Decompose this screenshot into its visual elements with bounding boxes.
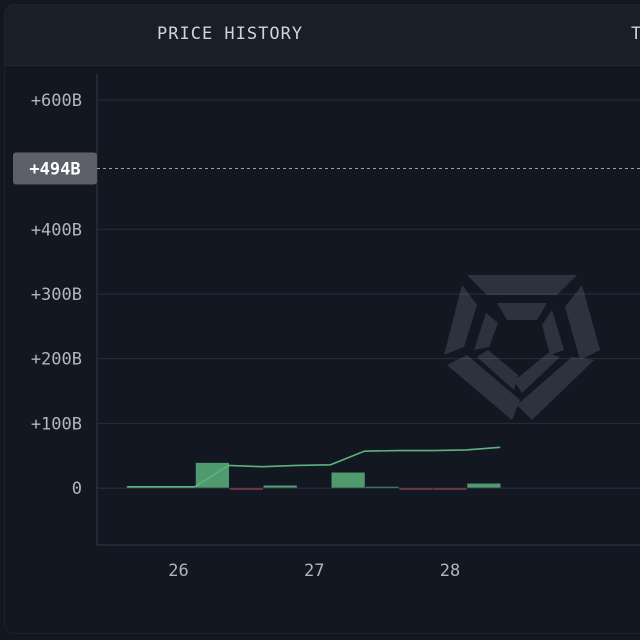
y-tick-label-3: +200B (31, 350, 82, 370)
volume-bars (127, 462, 501, 490)
axes (96, 74, 640, 546)
tab-bar: PRICE HISTORY T (5, 5, 640, 66)
y-tick-label-4: +100B (31, 414, 82, 434)
volume-bar-7[interactable] (399, 488, 433, 490)
tab-partial[interactable]: T (631, 5, 640, 65)
x-tick-label-0: 26 (168, 561, 188, 581)
y-tick-label-2: +300B (31, 285, 82, 305)
crosshair: +494B (13, 152, 640, 185)
price-line-path[interactable] (126, 446, 501, 488)
y-tick-label-5: 0 (72, 479, 82, 499)
y-tick-label-0: +600B (31, 91, 82, 111)
x-axis-ticks: 26 27 28 (168, 561, 460, 581)
crosshair-label-bg (13, 152, 97, 185)
x-tick-label-1: 27 (304, 561, 324, 581)
tab-price-history[interactable]: PRICE HISTORY (157, 24, 304, 44)
logo-watermark (444, 275, 600, 420)
x-tick-label-2: 28 (440, 561, 460, 581)
crosshair-label: +494B (29, 159, 80, 179)
y-tick-label-1: +400B (31, 220, 82, 240)
price-line (126, 446, 501, 488)
app-window: PRICE HISTORY T (4, 4, 640, 634)
volume-bar-5[interactable] (331, 472, 365, 489)
y-axis-ticks: +600B +400B +300B +200B +100B 0 (31, 91, 82, 499)
volume-bar-8[interactable] (433, 488, 467, 490)
volume-bar-3[interactable] (229, 488, 263, 490)
volume-bar-6[interactable] (365, 486, 399, 489)
grid-lines (97, 99, 640, 424)
volume-bar-9[interactable] (467, 483, 501, 489)
volume-bar-4[interactable] (263, 485, 297, 489)
